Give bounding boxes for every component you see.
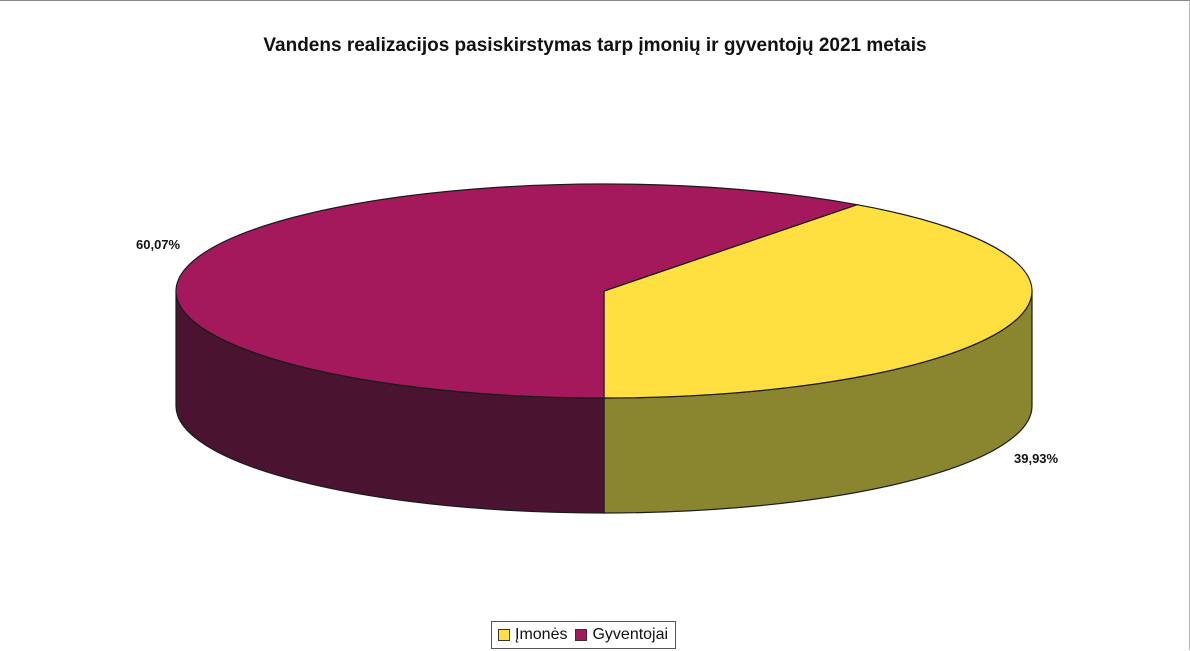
legend-item-gyventojai: Gyventojai [575,626,668,644]
legend-swatch-gyventojai [575,629,588,641]
pie-slice-gyventojai [175,183,860,399]
legend-label-imones: Įmonės [515,626,568,643]
legend-item-imones: Įmonės [498,626,567,644]
pie-slice-imones [603,204,1033,399]
legend-label-gyventojai: Gyventojai [592,626,669,643]
data-label-gyventojai: 60,07% [136,237,181,252]
legend-swatch-imones [498,629,510,641]
legend: Įmonės Gyventojai [491,621,677,649]
data-label-imones: 39,93% [1014,451,1059,466]
chart-title: Vandens realizacijos pasiskirstymas tarp… [263,35,927,56]
